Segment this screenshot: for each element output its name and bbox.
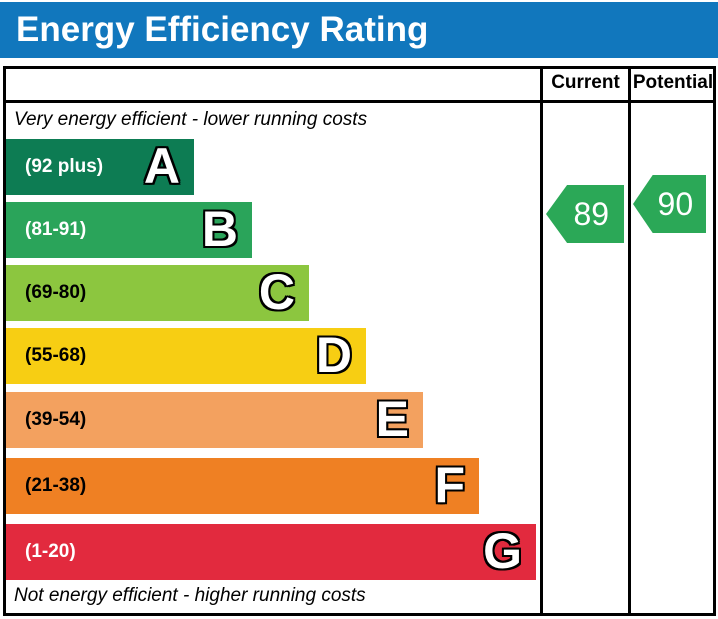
- potential-rating-arrow-icon: 90: [633, 175, 706, 233]
- rating-band-e: (39-54) E: [6, 392, 423, 448]
- rating-band-a: (92 plus) A: [6, 139, 194, 195]
- potential-column-divider: [628, 66, 631, 616]
- current-rating-value: 89: [573, 195, 610, 232]
- band-letter: A: [143, 138, 180, 194]
- band-range-label: (21-38): [25, 475, 87, 496]
- band-letter: G: [483, 523, 522, 579]
- rating-table-frame: [3, 66, 716, 616]
- bottom-note: Not energy efficient - higher running co…: [14, 585, 366, 606]
- band-letter: D: [315, 327, 352, 383]
- band-range-label: (1-20): [25, 541, 76, 562]
- page-title: Energy Efficiency Rating: [16, 10, 429, 49]
- potential-column-header: Potential: [632, 72, 714, 93]
- band-letter: B: [201, 201, 238, 257]
- rating-band-b: (81-91) B: [6, 202, 252, 258]
- title-bar: Energy Efficiency Rating: [0, 2, 718, 58]
- band-range-label: (39-54): [25, 409, 87, 430]
- band-range-label: (92 plus): [25, 156, 104, 177]
- top-note: Very energy efficient - lower running co…: [14, 109, 368, 130]
- band-letter: E: [375, 391, 409, 447]
- rating-band-d: (55-68) D: [6, 328, 366, 384]
- potential-rating-value: 90: [657, 185, 694, 222]
- rating-band-f: (21-38) F: [6, 458, 479, 514]
- band-letter: C: [258, 264, 295, 320]
- band-range-label: (81-91): [25, 219, 87, 240]
- rating-band-c: (69-80) C: [6, 265, 309, 321]
- current-column-header: Current: [551, 72, 620, 93]
- band-range-label: (55-68): [25, 345, 87, 366]
- header-divider: [3, 100, 716, 103]
- band-letter: F: [434, 457, 465, 513]
- rating-band-g: (1-20) G: [6, 524, 536, 580]
- current-column-divider: [540, 66, 543, 616]
- band-range-label: (69-80): [25, 282, 87, 303]
